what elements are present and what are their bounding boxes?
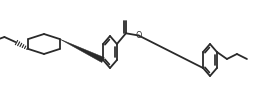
Text: O: O	[135, 31, 141, 40]
Polygon shape	[59, 39, 104, 62]
